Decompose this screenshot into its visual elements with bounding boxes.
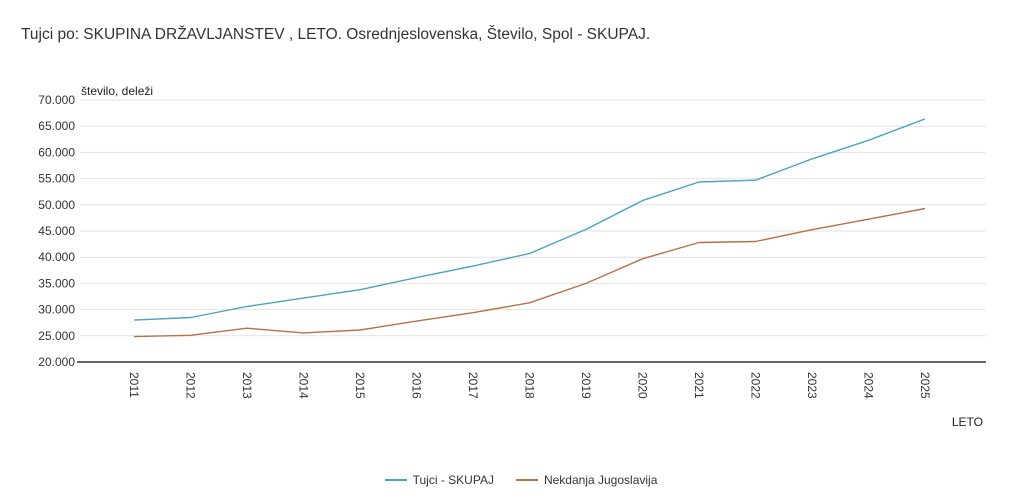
y-tick-label: 25.000	[38, 329, 75, 343]
data-point[interactable]	[357, 287, 363, 293]
data-point[interactable]	[301, 295, 307, 301]
data-point[interactable]	[301, 330, 307, 336]
x-tick-label: 2022	[749, 372, 763, 399]
x-axis-title: LETO	[952, 415, 983, 429]
x-tick-label: 2024	[862, 372, 876, 399]
x-tick-label: 2021	[692, 372, 706, 399]
x-tick-label: 2014	[297, 372, 311, 399]
series-lines	[131, 116, 928, 340]
x-tick-label: 2020	[636, 372, 650, 399]
data-point[interactable]	[640, 198, 646, 204]
x-tick-label: 2017	[466, 372, 480, 399]
y-tick-label: 70.000	[38, 93, 75, 107]
data-point[interactable]	[640, 256, 646, 262]
y-tick-label: 45.000	[38, 224, 75, 238]
x-tick-label: 2012	[184, 372, 198, 399]
data-point[interactable]	[188, 332, 194, 338]
x-tick-label: 2019	[579, 372, 593, 399]
y-tick-label: 60.000	[38, 145, 75, 159]
data-point[interactable]	[922, 205, 928, 211]
data-point[interactable]	[753, 238, 759, 244]
y-tick-label: 40.000	[38, 250, 75, 264]
y-tick-label: 30.000	[38, 303, 75, 317]
legend-label: Nekdanja Jugoslavija	[543, 473, 658, 487]
data-point[interactable]	[696, 240, 702, 246]
y-tick-label: 65.000	[38, 119, 75, 133]
data-point[interactable]	[583, 280, 589, 286]
data-point[interactable]	[922, 116, 928, 122]
y-tick-label: 50.000	[38, 198, 75, 212]
data-point[interactable]	[244, 303, 250, 309]
data-point[interactable]	[866, 137, 872, 143]
chart-title: Tujci po: SKUPINA DRŽAVLJANSTEV , LETO. …	[21, 26, 651, 43]
y-tick-label: 35.000	[38, 276, 75, 290]
y-axis-tick-labels: 20.000 25.000 30.000 35.000 40.000 45.000 50.0…	[38, 93, 75, 369]
data-point[interactable]	[809, 156, 815, 162]
data-point[interactable]	[470, 310, 476, 316]
data-point[interactable]	[753, 177, 759, 183]
legend-swatch-line-icon	[384, 479, 407, 481]
gridlines	[80, 99, 986, 337]
data-point[interactable]	[470, 263, 476, 269]
data-point[interactable]	[809, 227, 815, 233]
data-point[interactable]	[131, 334, 137, 340]
x-axis-tick-labels: 2011 2012 2013 2014 2015 2016 2017 2018 2019 2020…	[127, 372, 932, 399]
legend: Tujci - SKUPAJ Nekdanja Jugoslavija	[0, 473, 1024, 487]
series-line-nekdanja-jugoslavija[interactable]	[133, 207, 926, 338]
x-tick-label: 2013	[240, 372, 254, 399]
data-point[interactable]	[414, 275, 420, 281]
data-point[interactable]	[696, 179, 702, 185]
series-line-tujci-skupaj[interactable]	[133, 118, 926, 321]
legend-item-nekdanja-jugoslavija[interactable]: Nekdanja Jugoslavija	[515, 473, 658, 487]
data-point[interactable]	[527, 251, 533, 257]
x-tick-label: 2023	[805, 372, 819, 399]
legend-swatch-line-icon	[515, 479, 538, 481]
x-tick-label: 2018	[523, 372, 537, 399]
y-axis-title: število, deleži	[81, 84, 153, 98]
y-tick-label: 55.000	[38, 172, 75, 186]
x-tick-label: 2016	[410, 372, 424, 399]
data-point[interactable]	[131, 317, 137, 323]
data-point[interactable]	[583, 226, 589, 232]
x-tick-label: 2025	[918, 372, 932, 399]
legend-label: Tujci - SKUPAJ	[412, 473, 494, 487]
data-point[interactable]	[414, 318, 420, 324]
y-tick-label: 20.000	[38, 355, 75, 369]
data-point[interactable]	[357, 327, 363, 333]
data-point[interactable]	[527, 300, 533, 306]
data-point[interactable]	[188, 314, 194, 320]
data-point[interactable]	[244, 325, 250, 331]
x-tick-label: 2015	[353, 372, 367, 399]
legend-item-tujci-skupaj[interactable]: Tujci - SKUPAJ	[367, 473, 494, 487]
data-point[interactable]	[866, 216, 872, 222]
x-tick-label: 2011	[127, 372, 141, 398]
